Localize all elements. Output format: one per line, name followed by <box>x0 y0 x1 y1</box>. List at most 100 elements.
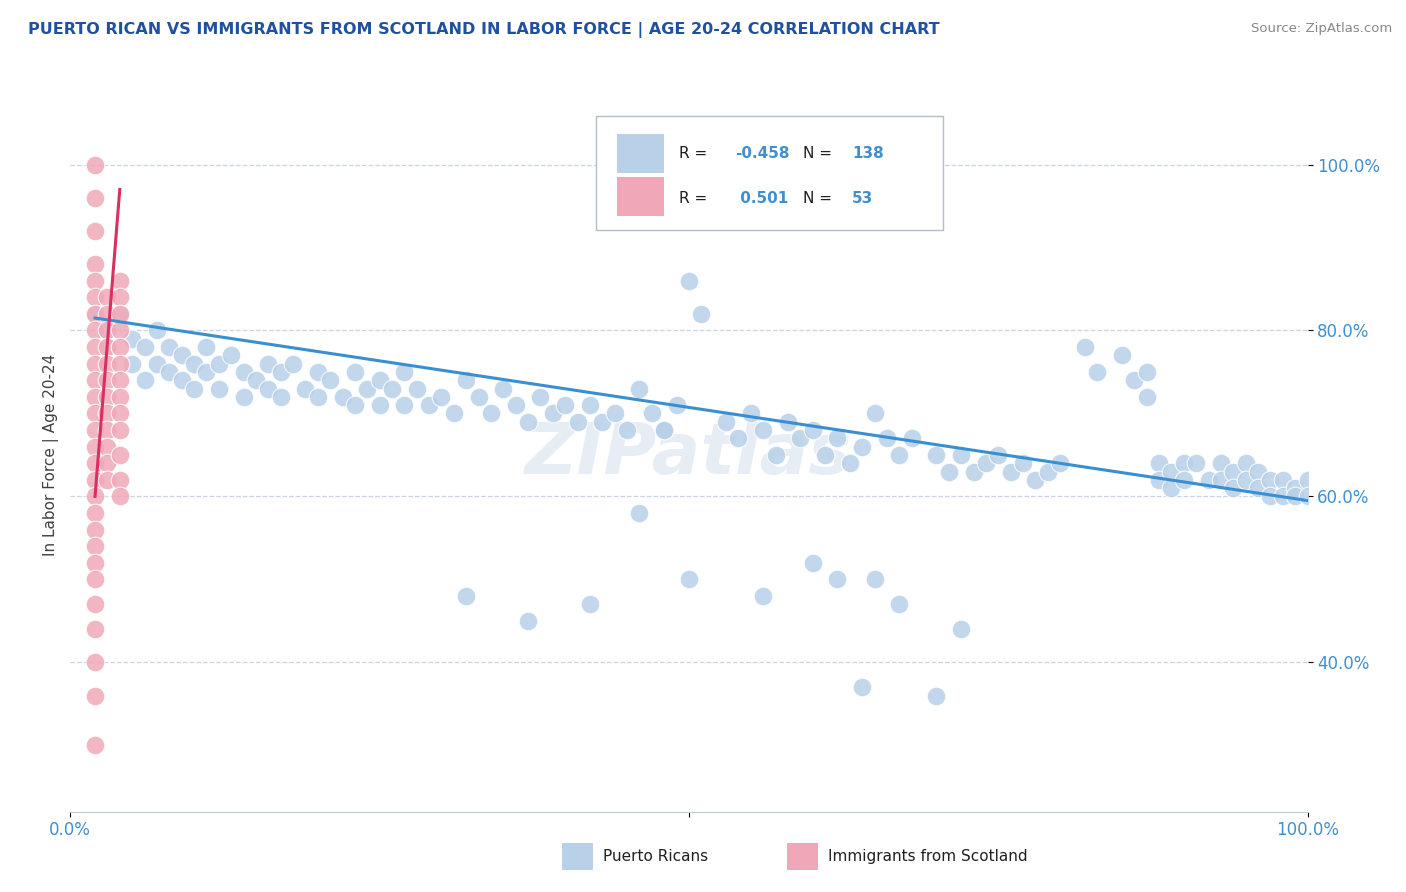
Text: -0.458: -0.458 <box>735 146 789 161</box>
Point <box>84 191 107 205</box>
Point <box>405 382 427 396</box>
Point <box>925 448 948 462</box>
Point <box>183 357 205 371</box>
Point <box>827 573 849 587</box>
Text: 138: 138 <box>852 146 884 161</box>
Point <box>96 390 118 404</box>
Point <box>195 340 218 354</box>
Point <box>1209 456 1232 470</box>
Point <box>332 390 354 404</box>
FancyBboxPatch shape <box>596 116 942 230</box>
Point <box>430 390 453 404</box>
Point <box>1000 465 1022 479</box>
Point <box>96 357 118 371</box>
Point <box>456 373 478 387</box>
Point <box>368 373 391 387</box>
Point <box>1260 473 1282 487</box>
Point <box>876 431 898 445</box>
Point <box>96 406 118 420</box>
Point <box>1136 390 1159 404</box>
Point <box>1012 456 1035 470</box>
Text: 53: 53 <box>852 191 873 205</box>
Point <box>121 332 143 346</box>
Point <box>183 382 205 396</box>
Point <box>108 357 131 371</box>
Point <box>257 382 280 396</box>
Point <box>1284 490 1306 504</box>
Point <box>84 340 107 354</box>
Point <box>96 473 118 487</box>
Point <box>84 456 107 470</box>
Point <box>1260 490 1282 504</box>
Point <box>752 423 775 437</box>
Point <box>84 307 107 321</box>
Point <box>307 390 329 404</box>
Point <box>84 523 107 537</box>
Point <box>96 307 118 321</box>
Point <box>1247 481 1270 495</box>
Point <box>84 556 107 570</box>
Point <box>96 340 118 354</box>
Point <box>814 448 837 462</box>
Point <box>84 290 107 304</box>
Point <box>765 448 787 462</box>
Point <box>851 440 873 454</box>
Point <box>1284 481 1306 495</box>
Point <box>1271 473 1294 487</box>
Point <box>467 390 489 404</box>
Text: N =: N = <box>803 191 837 205</box>
Point <box>1147 456 1170 470</box>
Point <box>84 473 107 487</box>
Point <box>678 573 700 587</box>
Point <box>801 556 824 570</box>
Point <box>108 373 131 387</box>
Point <box>84 157 107 171</box>
Point <box>714 415 737 429</box>
Text: Immigrants from Scotland: Immigrants from Scotland <box>828 849 1028 863</box>
Point <box>1111 348 1133 362</box>
Point <box>84 406 107 420</box>
Point <box>84 573 107 587</box>
Point <box>1222 465 1244 479</box>
Point <box>108 307 131 321</box>
Point <box>1222 481 1244 495</box>
Point <box>219 348 242 362</box>
Point <box>195 365 218 379</box>
Point <box>108 323 131 337</box>
Point <box>1160 481 1182 495</box>
Point <box>801 423 824 437</box>
Point <box>1036 465 1059 479</box>
Point <box>257 357 280 371</box>
Point <box>727 431 749 445</box>
Point <box>157 340 180 354</box>
Point <box>84 656 107 670</box>
Point <box>851 680 873 694</box>
Point <box>294 382 316 396</box>
Point <box>232 365 254 379</box>
Point <box>368 398 391 412</box>
Point <box>232 390 254 404</box>
Point <box>517 614 540 628</box>
Point <box>1123 373 1146 387</box>
Point <box>108 423 131 437</box>
Point <box>591 415 613 429</box>
Point <box>394 398 416 412</box>
Point <box>1271 490 1294 504</box>
Point <box>962 465 984 479</box>
Point <box>96 323 118 337</box>
Point <box>84 539 107 553</box>
Point <box>108 473 131 487</box>
FancyBboxPatch shape <box>617 134 664 173</box>
Point <box>1085 365 1108 379</box>
Point <box>776 415 799 429</box>
Point <box>96 456 118 470</box>
Point <box>1234 473 1257 487</box>
Point <box>1074 340 1097 354</box>
Point <box>84 274 107 288</box>
Point <box>84 423 107 437</box>
Point <box>319 373 342 387</box>
Point <box>121 357 143 371</box>
Point <box>356 382 378 396</box>
Point <box>950 622 973 636</box>
Point <box>84 739 107 753</box>
